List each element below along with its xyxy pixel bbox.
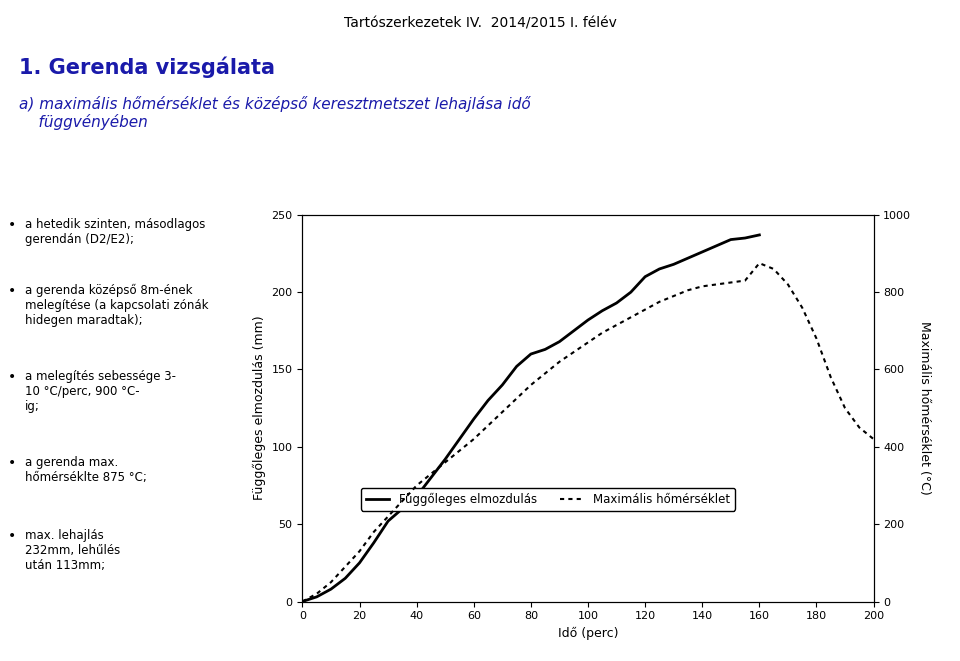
Text: max. lehajlás
232mm, lehűlés
után 113mm;: max. lehajlás 232mm, lehűlés után 113mm; (25, 529, 120, 572)
Text: •: • (8, 284, 16, 298)
Text: a gerenda középső 8m-ének
melegítése (a kapcsolati zónák
hidegen maradtak);: a gerenda középső 8m-ének melegítése (a … (25, 284, 208, 327)
Text: •: • (8, 218, 16, 232)
Legend: Függőleges elmozdulás, Maximális hőmérséklet: Függőleges elmozdulás, Maximális hőmérsé… (361, 488, 735, 510)
Text: a gerenda max.
hőmérséklte 875 °C;: a gerenda max. hőmérséklte 875 °C; (25, 456, 147, 484)
Y-axis label: Függőleges elmozdulás (mm): Függőleges elmozdulás (mm) (252, 316, 266, 500)
Text: •: • (8, 456, 16, 470)
X-axis label: Idő (perc): Idő (perc) (558, 627, 618, 640)
Text: 1. Gerenda vizsgálata: 1. Gerenda vizsgálata (19, 56, 276, 78)
Text: a) maximális hőmérséklet és középső keresztmetszet lehajlása idő
    függvényébe: a) maximális hőmérséklet és középső kere… (19, 96, 531, 130)
Text: •: • (8, 529, 16, 543)
Text: a hetedik szinten, másodlagos
gerendán (D2/E2);: a hetedik szinten, másodlagos gerendán (… (25, 218, 205, 246)
Y-axis label: Maximális hőmérséklet (°C): Maximális hőmérséklet (°C) (918, 321, 931, 495)
Text: a melegítés sebessége 3-
10 °C/perc, 900 °C-
ig;: a melegítés sebessége 3- 10 °C/perc, 900… (25, 370, 176, 413)
Text: •: • (8, 370, 16, 384)
Text: Tartószerkezetek IV.  2014/2015 I. félév: Tartószerkezetek IV. 2014/2015 I. félév (344, 17, 616, 30)
